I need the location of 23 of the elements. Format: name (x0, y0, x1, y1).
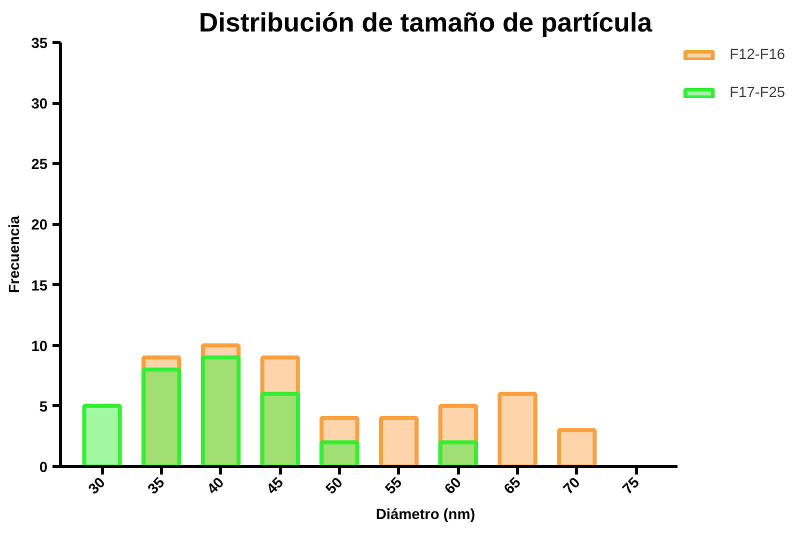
y-tick-label: 35 (31, 36, 48, 52)
x-tick-label: 35 (145, 474, 168, 498)
y-tick-label: 20 (31, 218, 48, 234)
y-tick-label: 15 (31, 278, 48, 294)
y-tick-label: 30 (31, 96, 48, 113)
x-tick-label: 55 (382, 474, 406, 498)
legend-label: F12-F16 (730, 47, 785, 63)
y-tick-label: 5 (39, 399, 48, 416)
y-axis-title: Frecuencia (7, 214, 24, 294)
y-tick-label: 25 (31, 157, 48, 174)
x-tick-label: 70 (560, 474, 584, 498)
x-tick-label: 30 (86, 474, 109, 498)
x-tick-label: 75 (620, 474, 643, 498)
x-tick-label: 60 (442, 474, 465, 498)
x-tick-label: 50 (323, 474, 346, 498)
legend-label: F17-F25 (730, 85, 785, 101)
y-tick-label: 10 (31, 338, 48, 355)
y-tick-label: 0 (39, 460, 48, 476)
x-axis-title: Diámetro (nm) (376, 506, 476, 523)
chart-title: Distribución de tamaño de partícula (198, 8, 652, 38)
x-tick-label: 45 (264, 474, 287, 498)
x-tick-label: 40 (204, 474, 228, 498)
x-tick-label: 65 (501, 474, 524, 498)
